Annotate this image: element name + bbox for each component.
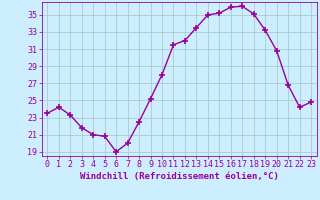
X-axis label: Windchill (Refroidissement éolien,°C): Windchill (Refroidissement éolien,°C) (80, 172, 279, 181)
